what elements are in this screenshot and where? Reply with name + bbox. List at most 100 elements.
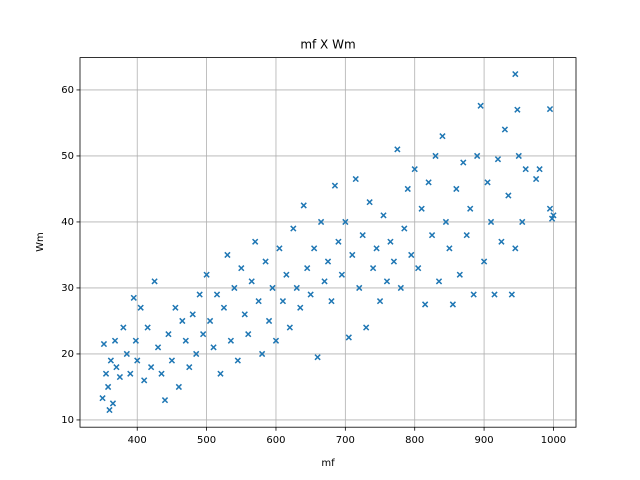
point (314, 354, 321, 361)
point (234, 357, 241, 364)
point (255, 298, 262, 305)
point (231, 284, 238, 292)
point (428, 232, 436, 239)
y-tick-label: 60 (61, 85, 74, 96)
point (175, 383, 182, 391)
point (102, 370, 110, 377)
point (220, 304, 228, 311)
point (546, 105, 554, 113)
point (307, 291, 314, 298)
point (196, 291, 203, 298)
y-axis-label: Wm (35, 232, 46, 252)
point (508, 291, 515, 298)
point (276, 245, 283, 252)
point (258, 350, 266, 358)
point (356, 284, 363, 292)
point (411, 166, 418, 173)
point (321, 278, 328, 285)
point (144, 324, 151, 331)
point (467, 205, 474, 212)
point (265, 317, 273, 325)
point (116, 373, 124, 381)
point (390, 258, 398, 265)
y-tick-label: 50 (61, 151, 74, 162)
point (505, 192, 512, 199)
point (179, 317, 186, 325)
point (349, 251, 356, 259)
point (501, 126, 509, 133)
point (335, 238, 342, 245)
point (480, 258, 488, 265)
point (109, 400, 117, 407)
point (252, 238, 259, 245)
point (283, 271, 290, 278)
point (189, 311, 196, 318)
point (491, 291, 498, 298)
point (290, 225, 297, 232)
x-axis-label: mf (321, 458, 335, 469)
point (397, 284, 404, 292)
point (446, 245, 453, 252)
point (206, 317, 214, 325)
y-tick-label: 10 (61, 415, 74, 426)
point (168, 357, 176, 364)
plot-frame (79, 57, 577, 428)
point (474, 152, 481, 160)
point (401, 225, 408, 232)
point (151, 278, 158, 285)
point (130, 294, 137, 301)
point (137, 304, 144, 311)
x-tick-label: 800 (405, 435, 424, 446)
point (442, 218, 450, 226)
point (548, 215, 556, 222)
point (435, 278, 443, 285)
point (217, 370, 224, 377)
point (449, 301, 456, 308)
point (515, 152, 522, 160)
point (522, 166, 529, 173)
x-tick-label: 400 (128, 435, 147, 446)
point (463, 232, 470, 239)
y-tick-label: 30 (61, 283, 74, 294)
point (484, 179, 491, 186)
point (297, 304, 304, 311)
point (262, 258, 269, 265)
point (394, 146, 401, 153)
chart-title: mf X Wm (300, 38, 355, 52)
point (415, 265, 422, 272)
point (293, 284, 300, 292)
x-tick-label: 900 (475, 435, 494, 446)
y-tick-label: 40 (61, 217, 74, 228)
point (328, 298, 335, 305)
point (387, 238, 394, 245)
point (213, 291, 221, 298)
point (363, 324, 370, 331)
point (158, 370, 165, 377)
point (460, 159, 467, 166)
point (279, 298, 287, 305)
point (200, 331, 207, 338)
point (418, 205, 425, 212)
point (546, 205, 554, 212)
point (404, 185, 411, 193)
point (310, 245, 318, 252)
x-tick-label: 700 (336, 435, 355, 446)
point (224, 251, 231, 259)
point (512, 70, 519, 78)
point (286, 324, 293, 331)
point (494, 156, 502, 163)
point (172, 304, 179, 311)
point (106, 406, 113, 414)
point (238, 265, 245, 272)
point (369, 265, 377, 272)
point (373, 245, 380, 252)
point (154, 344, 162, 351)
point (227, 337, 235, 344)
point (345, 334, 352, 341)
point (100, 340, 108, 348)
point (248, 278, 255, 285)
point (300, 202, 307, 209)
point (324, 258, 332, 265)
point (304, 265, 311, 272)
